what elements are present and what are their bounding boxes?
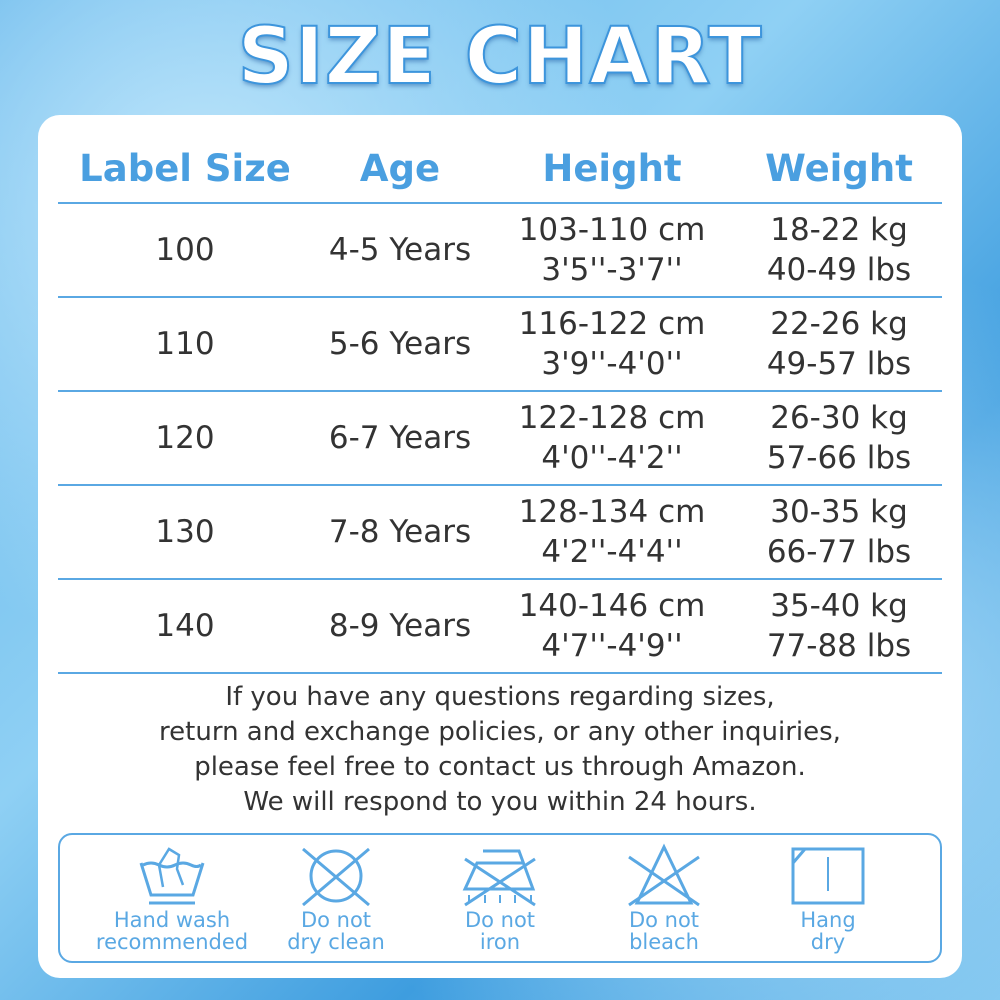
table-row: 130 7-8 Years 128-134 cm 4'2''-4'4'' 30-35 k… (58, 486, 942, 578)
hand-wash-icon (139, 847, 205, 905)
no-iron-icon (462, 849, 536, 907)
header-age: Age (359, 147, 441, 190)
height-cell: 116-122 cm 3'9''-4'0'' (518, 306, 706, 382)
care-hang-dry: Hang dry (748, 835, 908, 961)
weight-cell: 35-40 kg 77-88 lbs (766, 588, 912, 664)
age-cell: 7-8 Years (328, 514, 472, 550)
care-hand-wash: Hand wash recommended (92, 835, 252, 961)
care-instructions: Hand wash recommended Do not dry clean Do … (58, 833, 942, 963)
weight-cell: 22-26 kg 49-57 lbs (766, 306, 912, 382)
size-cell: 100 (155, 232, 215, 268)
table-row: 120 6-7 Years 122-128 cm 4'0''-4'2'' 26-30 k… (58, 392, 942, 484)
divider (58, 672, 942, 674)
care-no-dry-clean: Do not dry clean (256, 835, 416, 961)
size-cell: 110 (155, 326, 215, 362)
contact-note: If you have any questions regarding size… (38, 680, 962, 820)
note-line: please feel free to contact us through A… (194, 752, 806, 782)
weight-cell: 30-35 kg 66-77 lbs (766, 494, 912, 570)
divider (58, 296, 942, 298)
age-cell: 4-5 Years (328, 232, 472, 268)
table-row: 100 4-5 Years 103-110 cm 3'5''-3'7'' 18-22 k… (58, 204, 942, 296)
height-cell: 103-110 cm 3'5''-3'7'' (518, 212, 706, 288)
table-row: 140 8-9 Years 140-146 cm 4'7''-4'9'' 35-40 k… (58, 580, 942, 672)
divider (58, 484, 942, 486)
height-cell: 128-134 cm 4'2''-4'4'' (518, 494, 706, 570)
table-row: 110 5-6 Years 116-122 cm 3'9''-4'0'' 22-26 k… (58, 298, 942, 390)
header-height: Height (542, 147, 682, 190)
size-cell: 120 (155, 420, 215, 456)
size-cell: 140 (155, 608, 215, 644)
weight-cell: 26-30 kg 57-66 lbs (766, 400, 912, 476)
header-label-size: Label Size (79, 147, 291, 190)
size-cell: 130 (155, 514, 215, 550)
hang-dry-icon (791, 847, 865, 905)
care-no-bleach: Do not bleach (584, 835, 744, 961)
size-chart-card: Label Size Age Height Weight 100 4-5 Year… (38, 115, 962, 978)
divider (58, 578, 942, 580)
page-title: SIZE CHART (237, 11, 763, 103)
age-cell: 8-9 Years (328, 608, 472, 644)
divider (58, 202, 942, 204)
no-dry-clean-icon (302, 847, 370, 907)
note-line: We will respond to you within 24 hours. (243, 787, 757, 817)
age-cell: 5-6 Years (328, 326, 472, 362)
table-header: Label Size Age Height Weight (58, 135, 942, 203)
divider (58, 390, 942, 392)
height-cell: 122-128 cm 4'0''-4'2'' (518, 400, 706, 476)
care-no-iron: Do not iron (420, 835, 580, 961)
age-cell: 6-7 Years (328, 420, 472, 456)
note-line: If you have any questions regarding size… (225, 682, 775, 712)
no-bleach-icon (628, 843, 700, 907)
height-cell: 140-146 cm 4'7''-4'9'' (518, 588, 706, 664)
note-line: return and exchange policies, or any oth… (159, 717, 841, 747)
weight-cell: 18-22 kg 40-49 lbs (766, 212, 912, 288)
header-weight: Weight (765, 147, 913, 190)
